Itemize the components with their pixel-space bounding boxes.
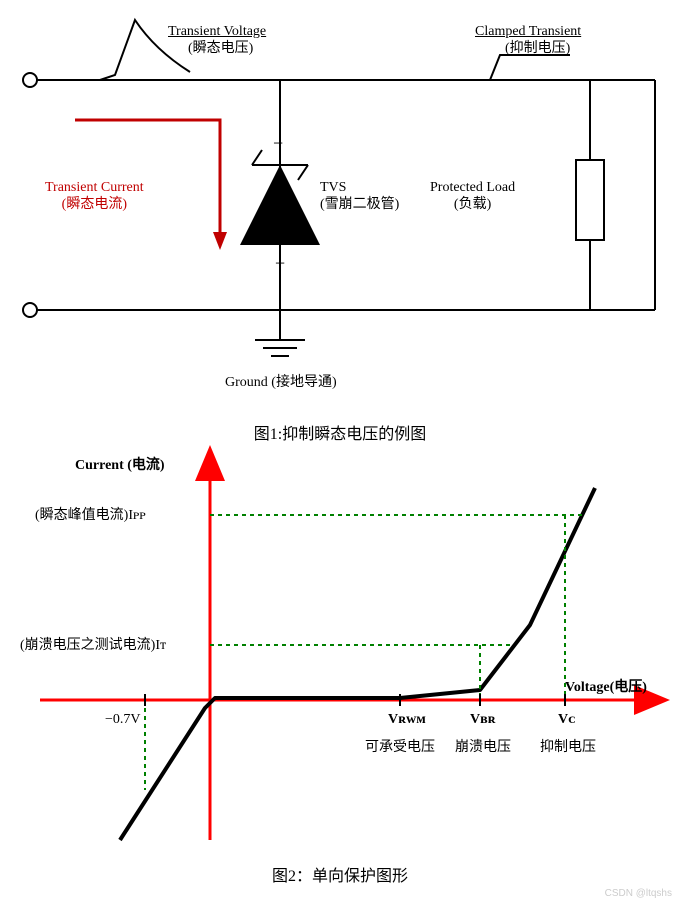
figure2-chart — [0, 0, 680, 905]
figure2-caption: 图2：单向保护图形 — [0, 862, 680, 886]
vc-label: Vᴄ — [558, 712, 575, 729]
vbr-cn-label: 崩溃电压 — [455, 740, 511, 757]
iv-curve — [120, 488, 595, 840]
neg07v-label: −0.7V — [105, 712, 141, 729]
page: { "figure1": { "caption": "图1:抑制瞬态电压的例图"… — [0, 0, 680, 905]
y-axis-label: Current (电流) — [75, 458, 165, 475]
watermark: CSDN @ltqshs — [605, 888, 672, 899]
vrwm-label: Vʀᴡᴍ — [388, 712, 426, 729]
vbr-label: Vʙʀ — [470, 712, 496, 729]
x-axis-label: Voltage(电压) — [565, 680, 647, 697]
ipp-label: (瞬态峰值电流)Iᴘᴘ — [35, 508, 146, 525]
vc-cn-label: 抑制电压 — [540, 740, 596, 757]
vrwm-cn-label: 可承受电压 — [365, 740, 435, 757]
it-label: (崩溃电压之测试电流)Iᴛ — [20, 638, 166, 655]
